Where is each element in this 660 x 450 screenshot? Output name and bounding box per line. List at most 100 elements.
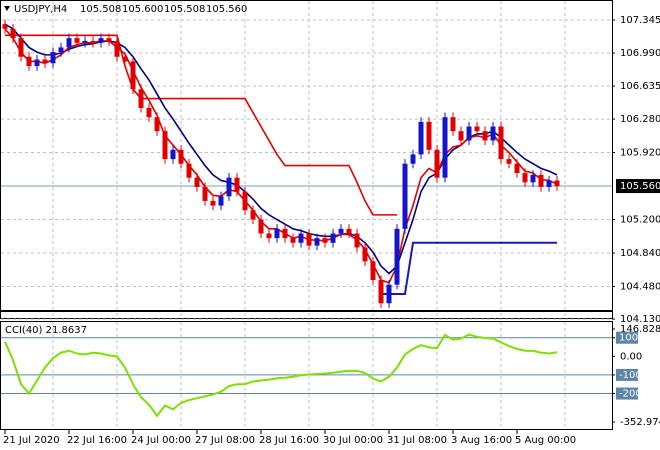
candle-body <box>218 196 224 206</box>
chart-title: USDJPY,H4 <box>14 4 67 15</box>
candle-body <box>538 174 544 187</box>
candle-body <box>394 228 400 285</box>
candle-body <box>522 173 528 183</box>
candle-body <box>194 177 200 187</box>
candle-body <box>442 117 448 178</box>
candle-body <box>410 154 416 164</box>
candle-body <box>90 40 96 43</box>
candle-body <box>58 47 64 53</box>
candle-body <box>186 163 192 178</box>
candle-body <box>426 121 432 150</box>
candle-body <box>466 126 472 141</box>
candle-body <box>202 186 208 201</box>
candle-body <box>346 228 352 234</box>
candle-body <box>250 210 256 220</box>
candle-body <box>10 28 16 39</box>
candle-body <box>474 126 480 132</box>
candle-body <box>378 280 384 304</box>
header-value: 105.508 <box>80 4 121 15</box>
candle-body <box>178 149 184 164</box>
candle-body <box>74 38 80 43</box>
y-tick-label: 106.990 <box>620 48 660 59</box>
candle-body <box>354 233 360 248</box>
level-box <box>616 368 638 381</box>
y-tick-label: 0.00 <box>620 351 642 362</box>
candle-body <box>506 159 512 164</box>
y-tick-label: 106.280 <box>620 114 660 125</box>
x-tick-label: 5 Aug 00:00 <box>515 435 576 446</box>
candle-body <box>274 228 280 239</box>
candle-body <box>514 163 520 174</box>
level-box <box>616 387 638 400</box>
candle-body <box>226 177 232 197</box>
y-tick-label: -352.9742 <box>620 417 660 428</box>
candle-body <box>306 233 312 246</box>
candle-body <box>290 238 296 243</box>
current-price-label: 105.560 <box>620 181 660 192</box>
candle-body <box>2 24 8 29</box>
candle-body <box>386 284 392 304</box>
candle-body <box>122 56 128 62</box>
candle-body <box>82 40 88 43</box>
y-tick-label: 105.920 <box>620 148 660 159</box>
candle-body <box>490 126 496 141</box>
y-tick-label: -200 <box>619 389 642 400</box>
candle-body <box>162 131 168 160</box>
candle-body <box>282 228 288 239</box>
candle-body <box>234 177 240 192</box>
candle-body <box>554 180 560 187</box>
candle-body <box>18 38 24 57</box>
x-tick-label: 3 Aug 16:00 <box>451 435 512 446</box>
candle-body <box>98 38 104 43</box>
y-tick-label: 104.480 <box>620 282 660 293</box>
candle-body <box>362 247 368 262</box>
candle-body <box>130 61 136 90</box>
y-tick-label: 104.840 <box>620 248 660 259</box>
candle-body <box>330 233 336 243</box>
y-tick-label: 105.200 <box>620 215 660 226</box>
candle-body <box>338 228 344 234</box>
candle-body <box>458 131 464 141</box>
candle-body <box>402 163 408 229</box>
header-value: 105.600 <box>122 4 163 15</box>
x-tick-label: 24 Jul 00:00 <box>131 435 191 446</box>
level-box <box>616 331 638 344</box>
candle-body <box>146 107 152 118</box>
candle-body <box>34 59 40 67</box>
y-tick-label: 146.8289 <box>620 324 660 335</box>
candle-body <box>418 121 424 155</box>
candle-body <box>106 38 112 41</box>
x-tick-label: 31 Jul 08:00 <box>387 435 447 446</box>
candle-body <box>322 238 328 243</box>
main-panel <box>0 0 613 319</box>
y-tick-label: -100 <box>619 370 642 381</box>
indicator-line <box>381 241 557 295</box>
candle-body <box>66 38 72 48</box>
candle-body <box>266 233 272 239</box>
x-tick-label: 22 Jul 16:00 <box>67 435 127 446</box>
indicator-line <box>4 28 558 284</box>
x-tick-label: 21 Jul 2020 <box>3 435 60 446</box>
x-tick-label: 30 Jul 00:00 <box>323 435 383 446</box>
indicator-line <box>5 34 397 216</box>
candle-body <box>434 149 440 178</box>
candle-body <box>482 131 488 141</box>
header-marker <box>4 6 10 11</box>
header-value: 105.508 <box>164 4 205 15</box>
x-tick-label: 28 Jul 16:00 <box>259 435 319 446</box>
candle-body <box>42 59 48 64</box>
current-price-box <box>616 179 660 194</box>
candle-body <box>170 149 176 160</box>
candle-body <box>138 89 144 108</box>
candle-body <box>210 200 216 206</box>
candle-body <box>154 117 160 132</box>
y-tick-label: 106.635 <box>620 81 660 92</box>
candle-body <box>298 233 304 243</box>
candle-body <box>50 52 56 64</box>
header-value: 105.560 <box>206 4 247 15</box>
candle-body <box>450 117 456 132</box>
x-tick-label: 27 Jul 08:00 <box>195 435 255 446</box>
candle-body <box>26 56 32 67</box>
candle-body <box>242 191 248 211</box>
